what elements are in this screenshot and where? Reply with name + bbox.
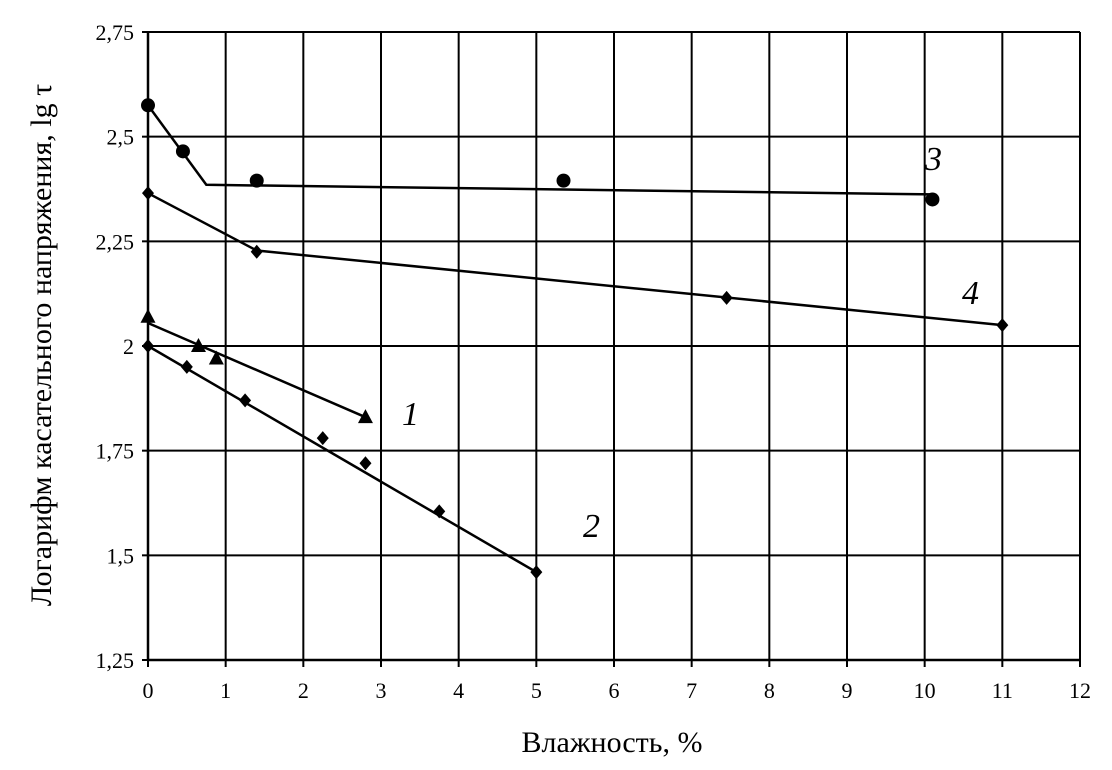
axes [142,31,1081,667]
y-axis-title: Логарифм касательного напряжения, lg τ [25,84,58,606]
data-point-series-2 [316,431,329,446]
data-point-series-2 [530,565,543,580]
y-tick-label: 2,25 [96,229,135,254]
y-tick-label: 2,75 [96,20,135,45]
data-point-series-3 [556,173,571,188]
series-line-3 [146,104,933,196]
y-tick-label: 1,5 [107,543,135,568]
data-point-series-4 [996,318,1009,333]
data-point-series-4 [720,290,733,305]
data-point-series-3 [249,173,264,188]
y-tick-label: 2,5 [107,125,135,150]
series-line-2 [147,344,537,574]
x-tick-label: 8 [764,678,775,703]
y-tick-label: 1,25 [96,648,135,673]
data-point-series-2 [359,456,372,471]
data-point-series-3 [141,98,155,113]
data-point-series-1 [357,409,373,424]
x-axis-title: Влажность, % [522,726,703,759]
series-label-1: 1 [402,396,419,433]
y-tick-label: 2 [123,334,134,359]
x-tick-label: 1 [220,678,231,703]
data-point-series-3 [925,192,940,207]
x-tick-label: 0 [143,678,154,703]
data-point-series-2 [180,359,193,374]
x-tick-label: 10 [914,678,936,703]
x-tick-label: 4 [453,678,464,703]
data-points [140,98,1009,580]
data-point-series-4 [250,244,263,259]
x-tick-label: 3 [376,678,387,703]
grid [148,31,1081,660]
x-tick-label: 7 [686,678,697,703]
x-tick-label: 5 [531,678,542,703]
data-point-series-1 [208,350,224,365]
series-line-1 [147,321,366,419]
data-point-series-2 [239,393,252,408]
x-tick-label: 2 [298,678,309,703]
x-tick-label: 12 [1069,678,1091,703]
y-tick-label: 1,75 [96,439,135,464]
series-lines [146,104,1003,574]
data-point-series-1 [140,308,156,323]
series-label-4: 4 [962,275,979,312]
x-tick-label: 9 [842,678,853,703]
data-point-series-2 [433,504,446,519]
series-label-2: 2 [583,508,600,545]
series-line-4 [147,192,1003,327]
data-point-series-3 [175,144,190,159]
series-label-3: 3 [924,141,942,178]
x-tick-label: 6 [609,678,620,703]
data-point-series-1 [190,338,206,352]
data-point-series-4 [142,186,154,201]
x-tick-label: 11 [992,678,1013,703]
data-point-series-2 [142,339,154,353]
